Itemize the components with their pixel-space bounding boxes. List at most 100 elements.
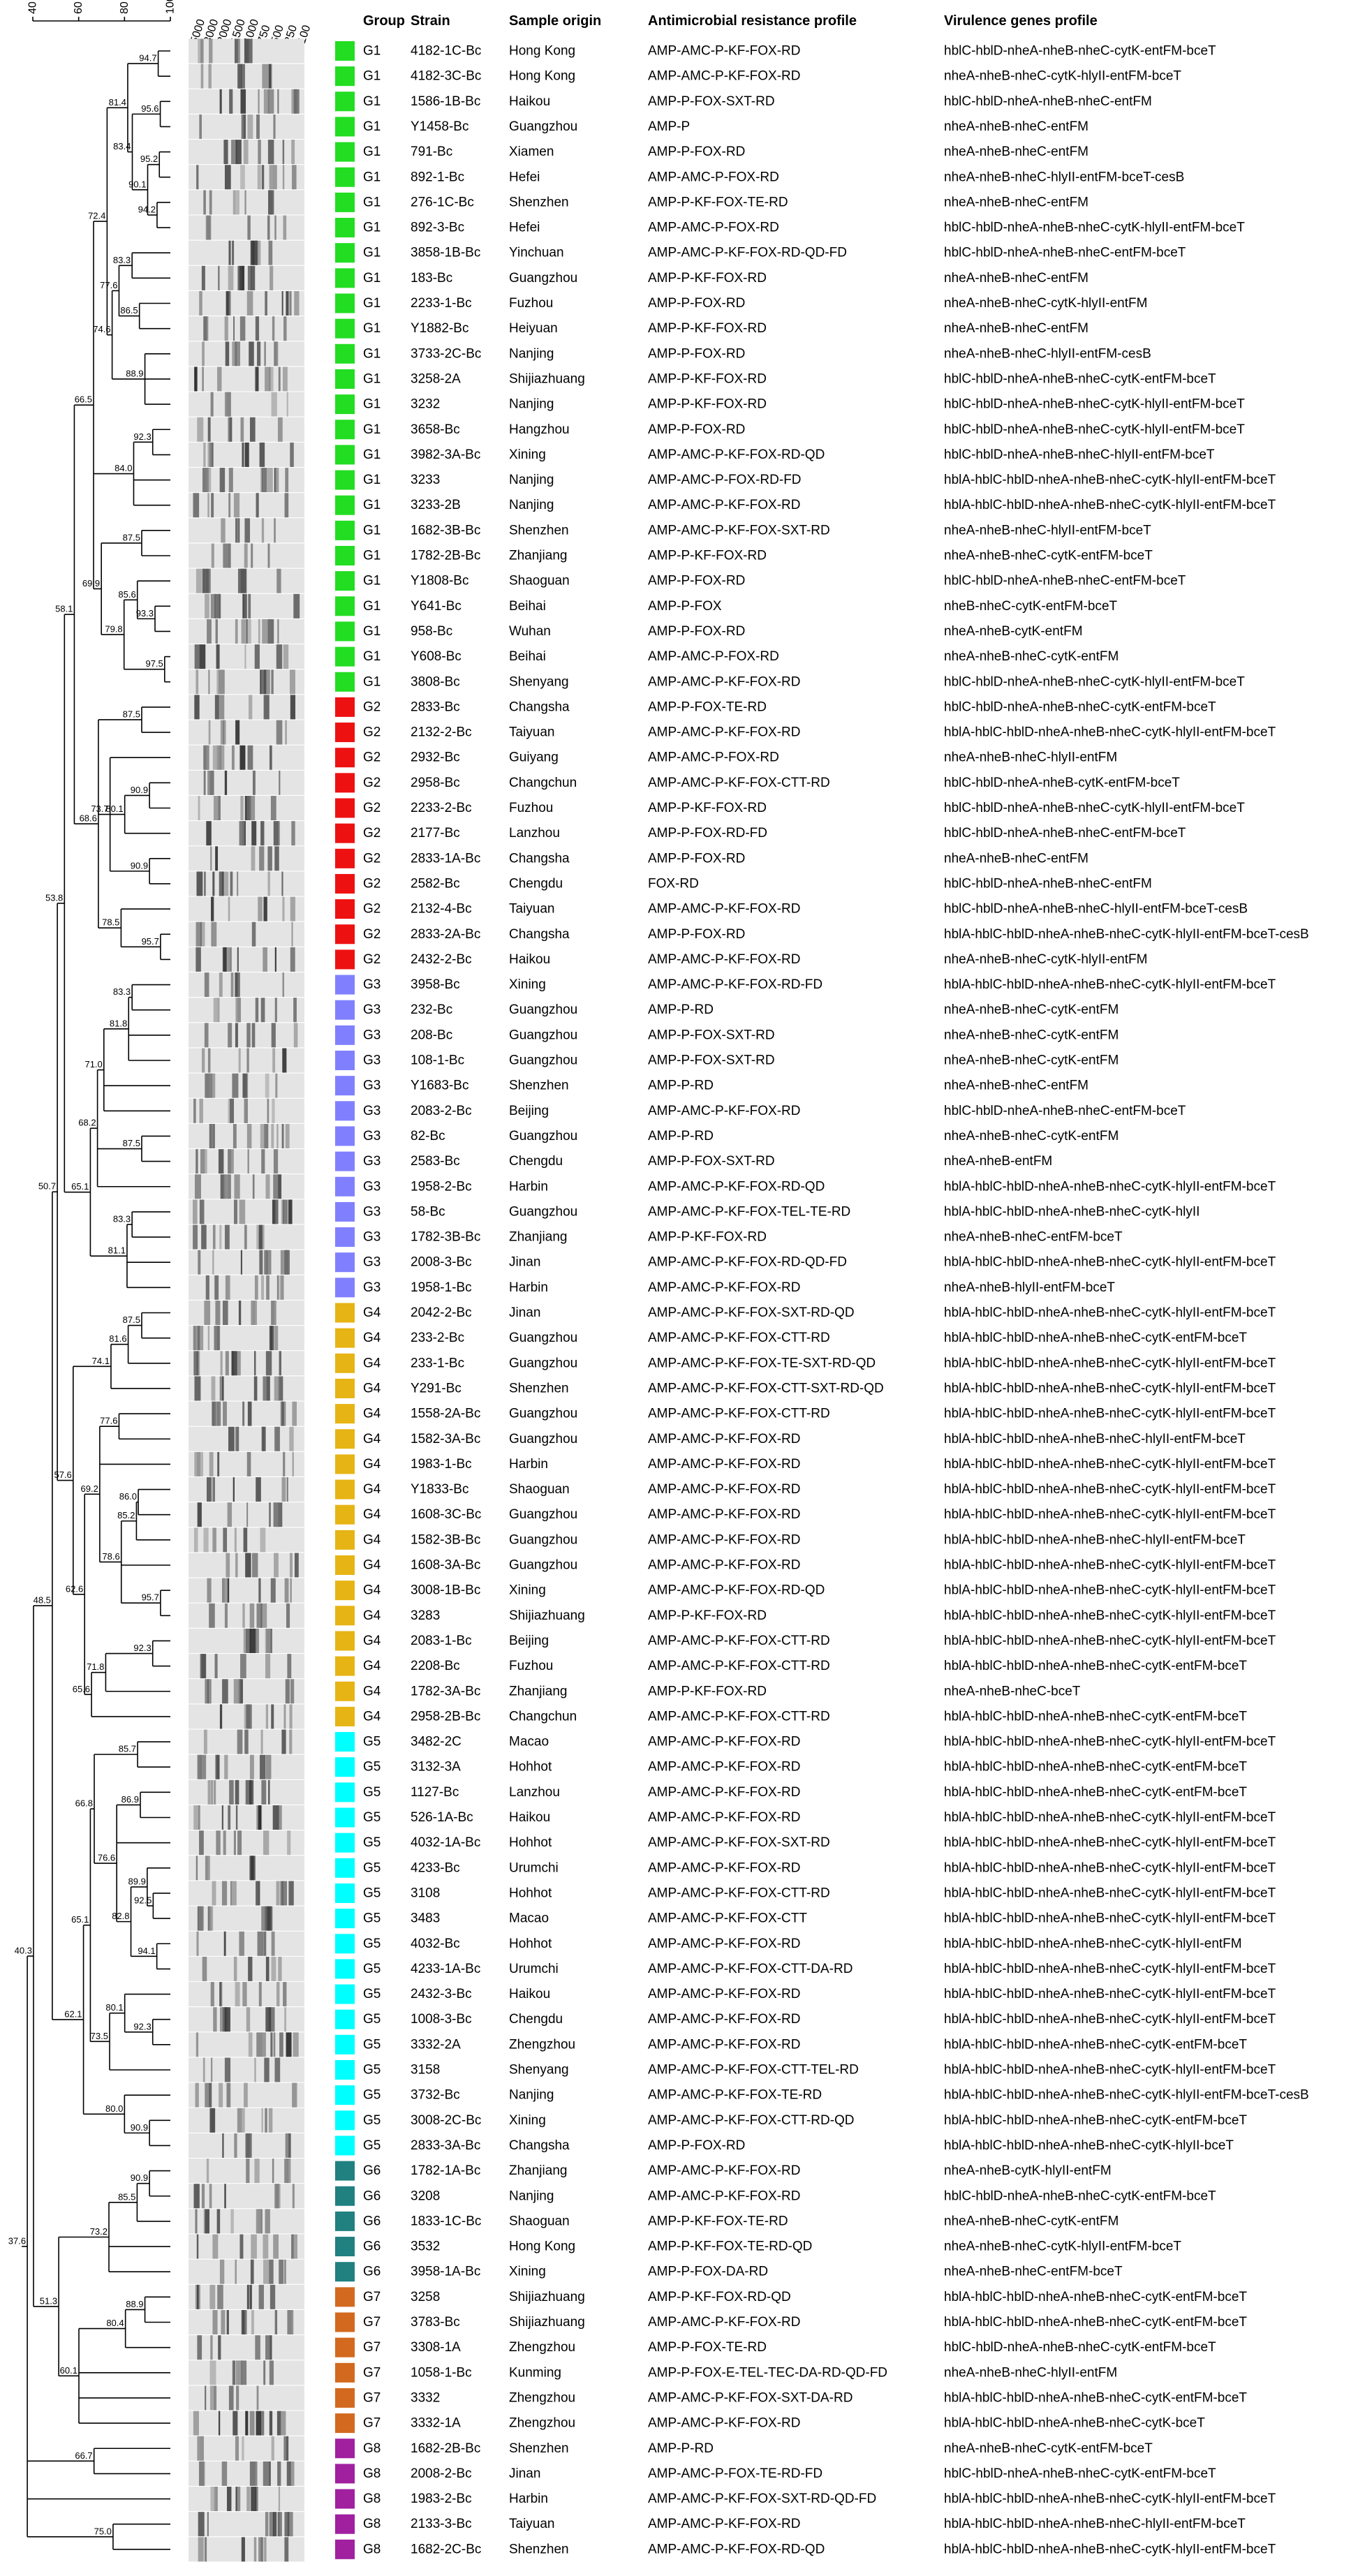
amr-profile: AMP-P-FOX-RD-FD (648, 826, 767, 841)
group-swatch (335, 748, 355, 768)
gel-band (235, 972, 238, 998)
strain: 3308-1A (411, 2340, 461, 2355)
sample-origin: Yinchuan (509, 246, 564, 260)
sample-origin: Beihai (509, 599, 546, 614)
amr-profile: AMP-AMC-P-KF-FOX-CTT-RD (648, 1407, 830, 1421)
gel-band (229, 1779, 234, 1805)
gel-band (260, 1729, 263, 1754)
virulence-profile: hblA-hblC-hblD-nheA-nheB-nheC-cytK-hlyII… (944, 1634, 1276, 1648)
group: G2 (363, 725, 381, 740)
gel-band (265, 1250, 268, 1275)
gel-band (242, 2436, 244, 2461)
gel-band (233, 1123, 237, 1148)
virulence-profile: hblC-hblD-nheA-nheB-nheC-cytK-hlyII-entF… (944, 221, 1245, 235)
group: G4 (363, 1305, 381, 1320)
virulence-profile: hblA-hblC-hblD-nheA-nheB-nheC-cytK-entFM… (944, 2113, 1247, 2128)
virulence-profile: nheA-nheB-hlyII-entFM-bceT (944, 1280, 1115, 1295)
gel-lane (189, 190, 304, 215)
sample-origin: Shenzhen (509, 2542, 569, 2556)
gel-band (258, 2284, 264, 2309)
gel-band (234, 1527, 237, 1553)
gel-band (219, 871, 223, 896)
strain: 4182-1C-Bc (411, 44, 481, 59)
gel-band (274, 846, 279, 871)
gel-lane (189, 64, 304, 89)
gel-band (259, 1250, 263, 1275)
virulence-profile: hblC-hblD-nheA-nheB-nheC-cytK-hlyII-entF… (944, 674, 1245, 689)
node-label: 85.5 (118, 2191, 135, 2202)
gel-band (283, 2436, 289, 2461)
gel-band (287, 2310, 293, 2334)
gel-band (207, 770, 214, 795)
gel-band (279, 770, 281, 795)
gel-band (211, 1123, 214, 1148)
gel-lane (189, 2184, 304, 2209)
gel-band (194, 644, 200, 669)
gel-lane (189, 1174, 304, 1199)
gel-band (226, 1553, 230, 1578)
strain: 1058-1-Bc (411, 2365, 472, 2380)
gel-band (263, 1376, 267, 1401)
amr-profile: AMP-AMC-P-KF-FOX-RD (648, 2037, 800, 2052)
virulence-profile: nheA-nheB-nheC-hlyII-entFM (944, 2365, 1117, 2380)
group: G4 (363, 1432, 381, 1446)
gel-band (238, 64, 242, 89)
virulence-profile: hblC-hblD-nheA-nheB-nheC-entFM-bceT (944, 246, 1186, 260)
gel-band (241, 619, 246, 644)
gel-band (281, 1729, 286, 1754)
gel-band (198, 2461, 205, 2486)
group-swatch (335, 1278, 355, 1298)
gel-band (269, 1326, 272, 1351)
gel-band (274, 821, 280, 846)
group-swatch (335, 1581, 355, 1601)
gel-lane (189, 1376, 304, 1401)
group: G1 (363, 549, 381, 563)
gel-lane (189, 1250, 304, 1275)
node-label: 94.2 (138, 204, 156, 214)
virulence-profile: nheA-nheB-cytK-hlyII-entFM (944, 2163, 1112, 2178)
gel-background (189, 190, 304, 215)
strain: 2583-Bc (411, 1154, 460, 1169)
gel-band (258, 1982, 262, 2007)
gel-band (252, 770, 256, 795)
gel-lane (189, 1881, 304, 1906)
gel-lane (189, 1477, 304, 1502)
virulence-profile: hblC-hblD-nheA-nheB-nheC-hlyII-entFM-bce… (944, 902, 1248, 917)
node-label: 73.5 (91, 2031, 108, 2041)
gel-band (293, 89, 300, 114)
amr-profile: AMP-AMC-P-KF-FOX-RD (648, 674, 800, 689)
gel-band (246, 1123, 252, 1148)
virulence-profile: hblC-hblD-nheA-nheB-nheC-cytK-entFM-bceT (944, 699, 1216, 714)
node-label: 97.5 (145, 658, 163, 669)
amr-profile: AMP-AMC-P-KF-FOX-RD (648, 2012, 800, 2027)
gel-band (256, 2209, 262, 2234)
gel-band (223, 1527, 228, 1553)
group: G4 (363, 1407, 381, 1421)
gel-band (291, 2234, 297, 2259)
node-label: 66.8 (75, 1798, 93, 1809)
gel-band (224, 1224, 230, 1250)
gel-band (207, 1779, 210, 1805)
gel-background (189, 821, 304, 846)
gel-band (249, 2284, 252, 2309)
gel-lane (189, 2159, 304, 2184)
strain: 4233-1A-Bc (411, 1962, 480, 1976)
node-label: 89.9 (128, 1876, 146, 1886)
sample-origin: Shaoguan (509, 574, 570, 589)
virulence-profile: hblA-hblC-hblD-nheA-nheB-nheC-hlyII-entF… (944, 1532, 1246, 1547)
strain: 4182-3C-Bc (411, 69, 481, 84)
gel-band (193, 1805, 200, 1830)
gel-background (189, 64, 304, 89)
gel-background (189, 2032, 304, 2057)
gel-band (228, 947, 232, 972)
gel-band (212, 871, 215, 896)
gel-background (189, 291, 304, 316)
strain: 1782-1A-Bc (411, 2163, 480, 2178)
gel-band (230, 972, 234, 998)
gel-band (290, 2461, 295, 2486)
sample-origin: Changsha (509, 851, 570, 866)
gel-band (204, 871, 206, 896)
gel-background (189, 896, 304, 921)
gel-lane (189, 1704, 304, 1729)
group: G5 (363, 1735, 381, 1749)
